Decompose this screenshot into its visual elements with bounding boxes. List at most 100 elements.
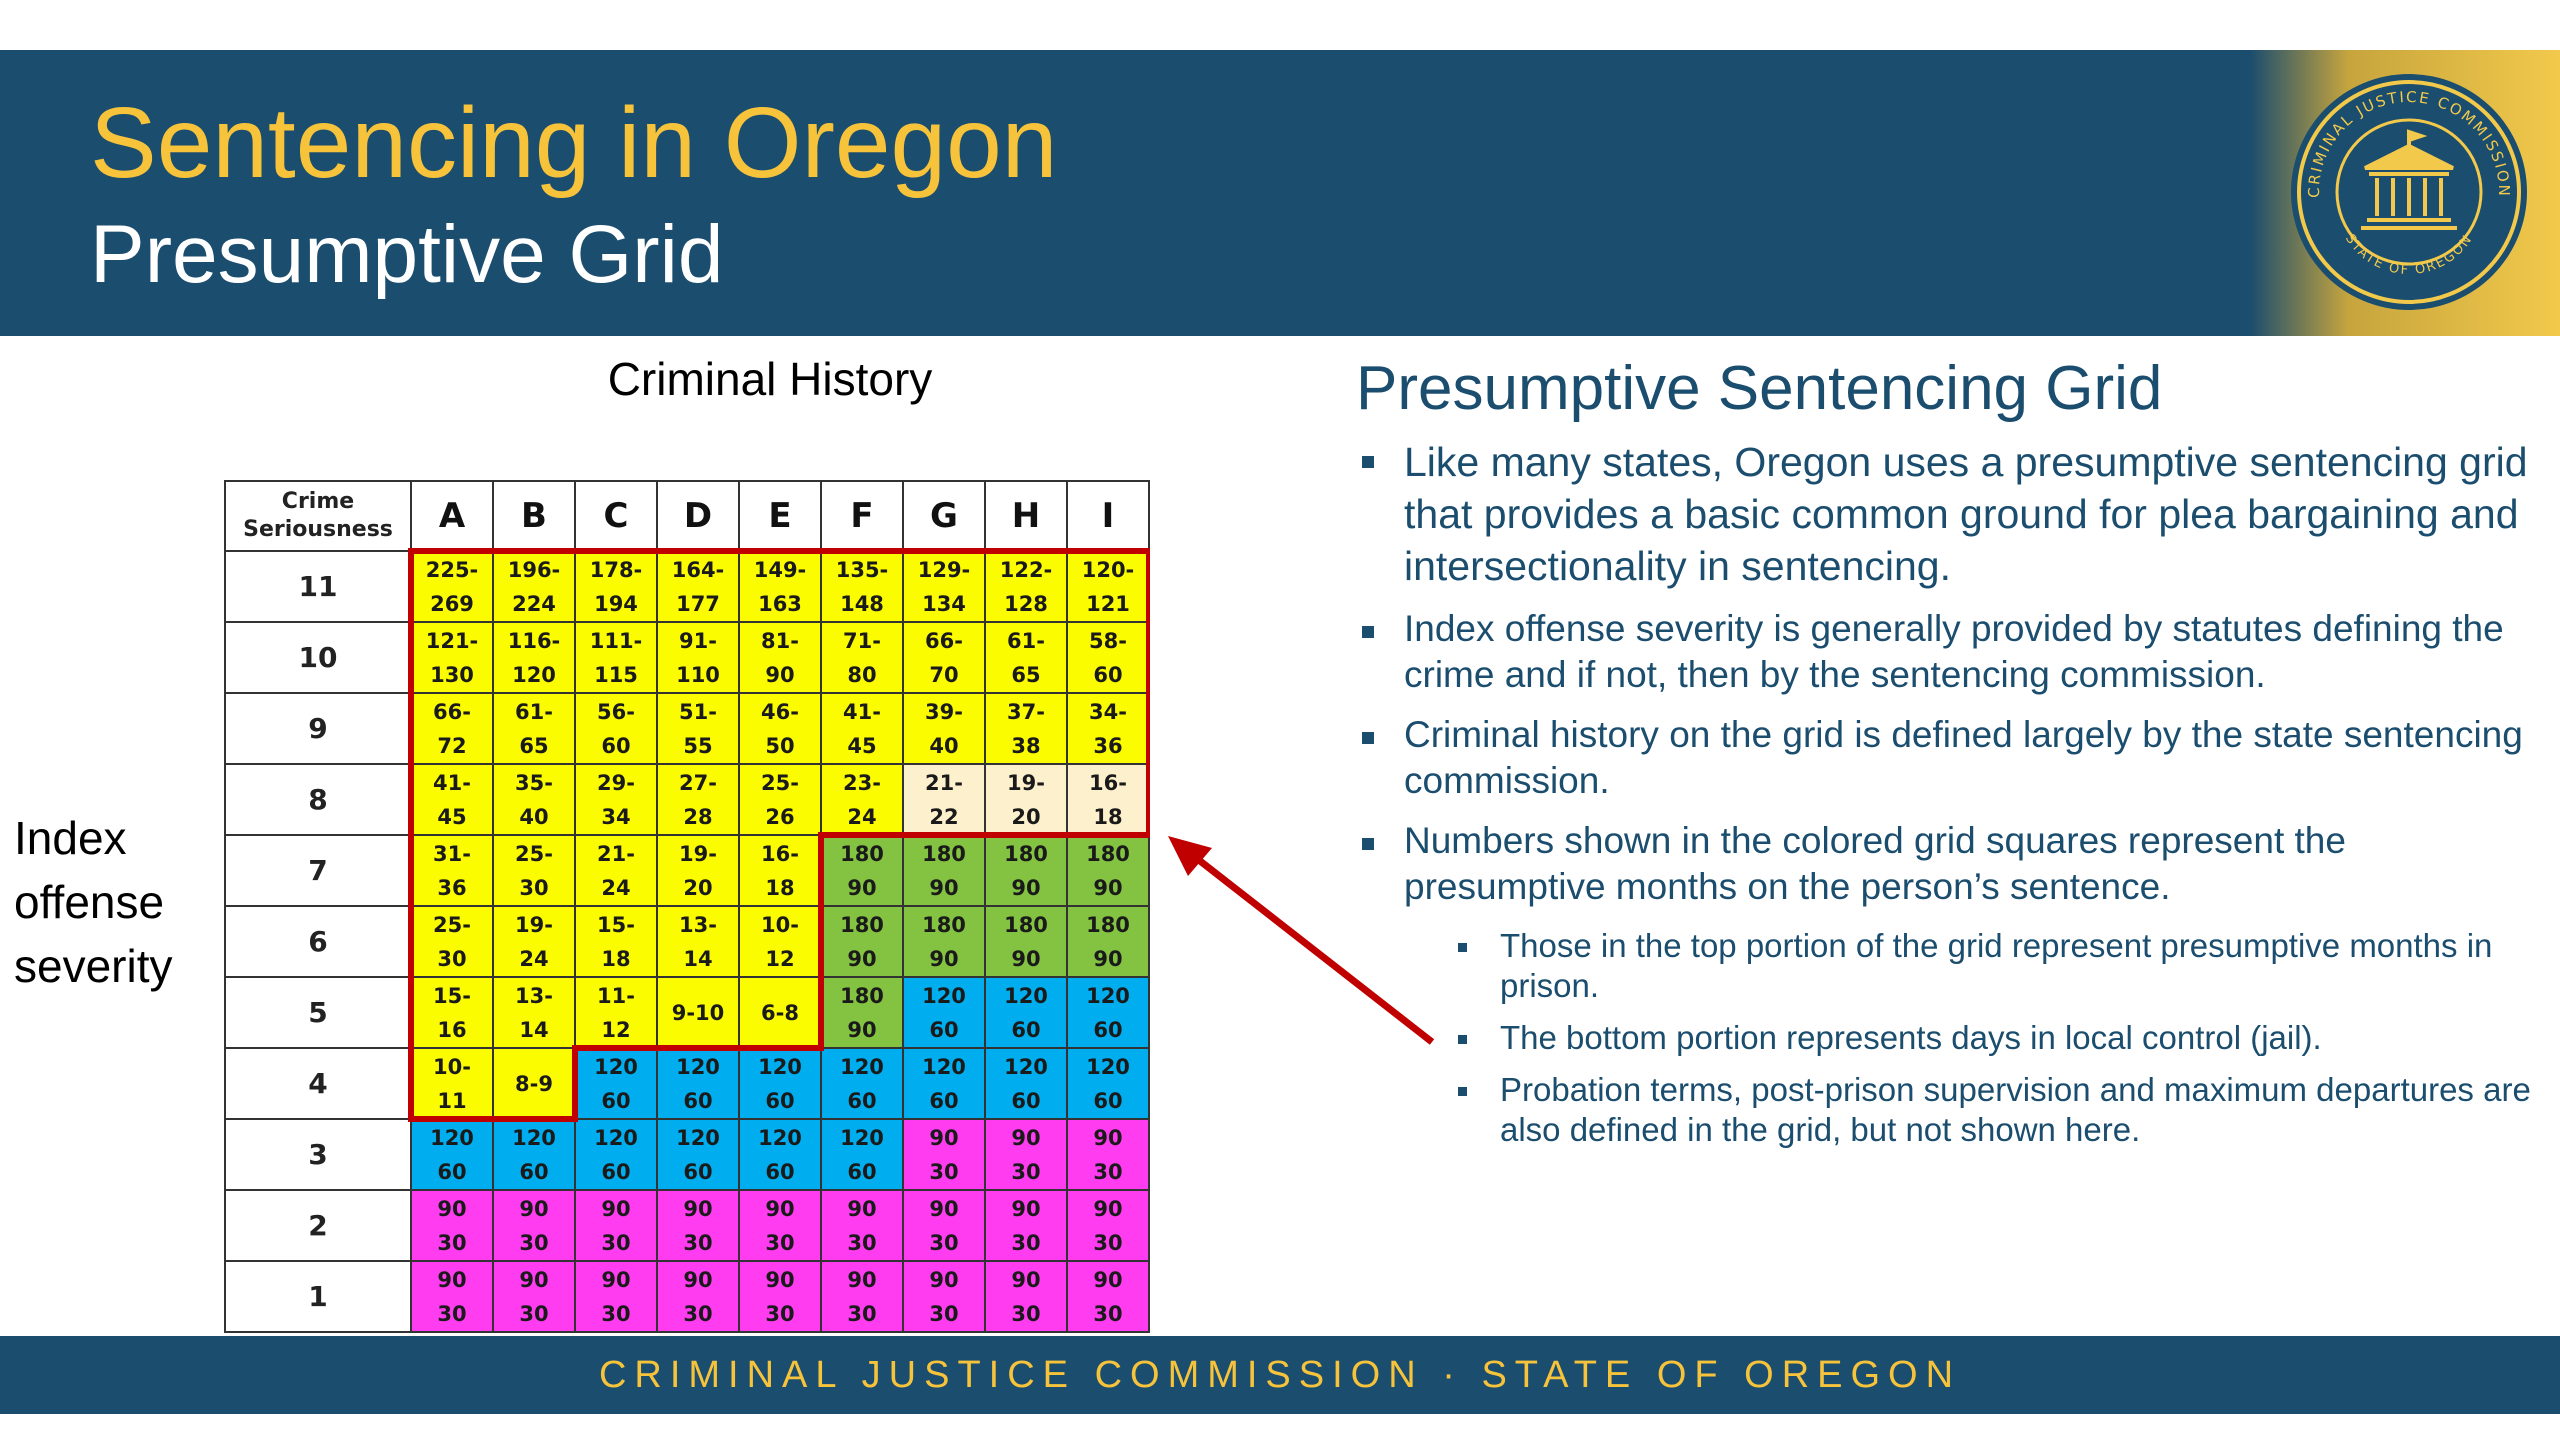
cell-value-bottom: 30 [683,1301,713,1326]
cell-value-top: 19- [679,841,717,866]
grid-cell: 120 60 [656,1118,740,1191]
cell-value-bottom: 30 [929,1301,959,1326]
cell-value-top: 90 [1011,1267,1041,1292]
sub-bullet-item: Probation terms, post-prison supervision… [1356,1070,2536,1150]
cell-value-top: 58- [1089,628,1127,653]
cell-value-bottom: 70 [929,662,959,687]
cell-value-bottom: 22 [929,804,959,829]
cell-value-top: 90 [601,1267,631,1292]
row-level-label: 4 [224,1047,412,1120]
cell-value-bottom: 28 [683,804,713,829]
grid-cell: 10- 12 [738,905,822,978]
cell-value-top: 10- [761,912,799,937]
cell-value-bottom: 20 [683,875,713,900]
grid-cell: 90 30 [984,1118,1068,1191]
grid-cell: 178- 194 [574,550,658,623]
cell-value-top: 120 [676,1125,720,1150]
cell-value-bottom: 148 [840,591,884,616]
grid-cell: 56- 60 [574,692,658,765]
cell-value-bottom: 30 [1093,1230,1123,1255]
cell-value-bottom: 90 [1093,946,1123,971]
cell-value-top: 90 [437,1267,467,1292]
cell-value-bottom: 90 [929,946,959,971]
cell-value-top: 90 [601,1196,631,1221]
grid-cell: 21- 22 [902,763,986,836]
cell-value-bottom: 60 [437,1159,467,1184]
cell-value-bottom: 60 [765,1088,795,1113]
small-square-bullet-icon [1458,943,1467,952]
cell-value-top: 71- [843,628,881,653]
grid-cell: 37- 38 [984,692,1068,765]
grid-cell: 90 30 [902,1260,986,1333]
criminal-history-label: Criminal History [607,353,933,405]
cell-value-bottom: 60 [1093,1017,1123,1042]
header-gold-accent: CRIMINAL JUSTICE COMMISSION STATE OF ORE… [2250,50,2560,336]
cell-value-bottom: 60 [847,1159,877,1184]
grid-cell: 81- 90 [738,621,822,694]
cell-value-top: 120 [840,1054,884,1079]
grid-cell: 91- 110 [656,621,740,694]
grid-cell: 120 60 [574,1047,658,1120]
grid-cell: 39- 40 [902,692,986,765]
grid-cell: 180 90 [984,905,1068,978]
offense-severity-line: Index [14,812,127,864]
column-header: F [820,480,904,552]
grid-cell: 120 60 [902,1047,986,1120]
cell-value-bottom: 115 [594,662,638,687]
cell-value-bottom: 60 [1093,1088,1123,1113]
column-header: A [410,480,494,552]
cell-value-bottom: 60 [519,1159,549,1184]
cell-value-bottom: 24 [601,875,631,900]
cell-value-top: 29- [597,770,635,795]
square-bullet-icon [1362,456,1374,468]
cell-value-top: 34- [1089,699,1127,724]
cell-value-top: 180 [1086,912,1130,937]
bullet-text: Index offense severity is generally prov… [1404,608,2504,695]
corner-label-line: Crime [281,489,355,514]
cell-value-bottom: 60 [765,1159,795,1184]
grid-cell: 46- 50 [738,692,822,765]
grid-cell: 10- 11 [410,1047,494,1120]
cell-value-top: 120 [840,1125,884,1150]
cell-value-bottom: 38 [1011,733,1041,758]
grid-cell: 120 60 [738,1047,822,1120]
column-header: D [656,480,740,552]
cell-value-top: 37- [1007,699,1045,724]
cell-value-top: 56- [597,699,635,724]
sub-bullet-text: Probation terms, post-prison supervision… [1500,1071,2531,1148]
grid-cell: 120 60 [820,1118,904,1191]
cell-value-top: 91- [679,628,717,653]
cell-value-bottom: 60 [929,1017,959,1042]
cell-value-bottom: 30 [437,1301,467,1326]
cell-value-top: 15- [433,983,471,1008]
cell-value-bottom: 65 [519,733,549,758]
cell-value-top: 120 [758,1125,802,1150]
cell-value-top: 120 [922,983,966,1008]
cell-value-top: 61- [515,699,553,724]
column-header: H [984,480,1068,552]
bullet-item: Numbers shown in the colored grid square… [1356,818,2536,910]
cell-value-bottom: 90 [1011,946,1041,971]
grid-cell: 120 60 [574,1118,658,1191]
cell-value-bottom: 36 [1093,733,1123,758]
cell-value-bottom: 20 [1011,804,1041,829]
cell-value-top: 90 [683,1267,713,1292]
square-bullet-icon [1362,732,1374,744]
cell-value-bottom: 90 [847,946,877,971]
grid-cell: 25- 30 [410,905,494,978]
cell-value-top: 19- [515,912,553,937]
cell-value-top: 180 [840,983,884,1008]
cell-value-top: 120 [512,1125,556,1150]
grid-cell: 180 90 [820,976,904,1049]
cell-value-top: 196- [507,557,561,582]
cell-value-top: 90 [1011,1125,1041,1150]
grid-cell: 41- 45 [410,763,494,836]
grid-cell: 120 60 [1066,976,1150,1049]
grid-cell: 90 30 [1066,1118,1150,1191]
cell-value-bottom: 40 [519,804,549,829]
cell-value-bottom: 30 [1011,1159,1041,1184]
grid-row: 9 66- 72 61- 65 56- 60 51- 55 46- 50 41- 45 39- 40 37- 3… [224,692,1150,765]
grid-cell: 120 60 [902,976,986,1049]
grid-cell: 90 30 [984,1189,1068,1262]
grid-cell: 90 30 [410,1260,494,1333]
